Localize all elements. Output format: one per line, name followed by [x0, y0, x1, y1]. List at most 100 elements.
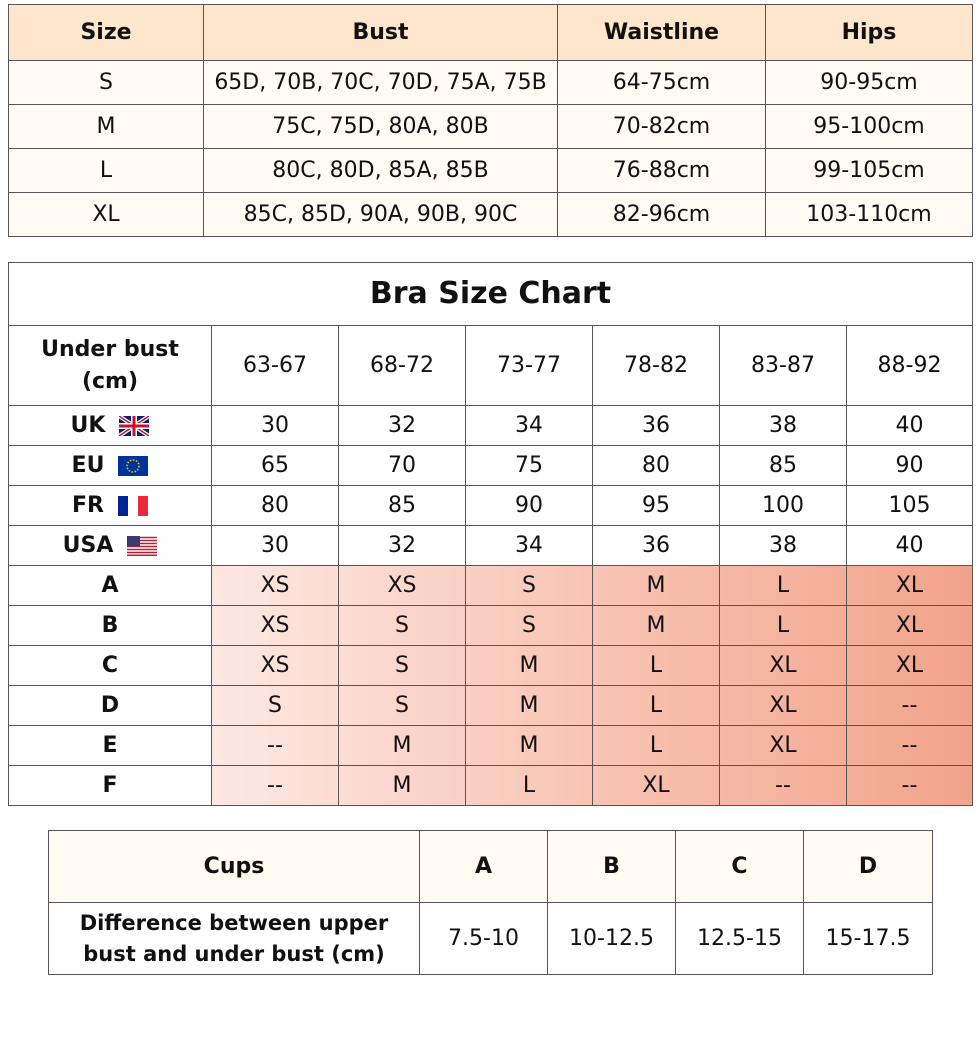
cell-text: -- [901, 692, 918, 718]
table-cell: -- [719, 765, 847, 806]
header-cell: B [547, 830, 676, 903]
cell-text: 85C, 85D, 90A, 90B, 90C [243, 201, 518, 227]
table-cell: 105 [846, 485, 973, 526]
cell-text: L [649, 732, 663, 758]
cell-text: 36 [642, 412, 670, 438]
cell-text: 95 [642, 492, 670, 518]
cell-text: 90 [895, 452, 924, 478]
cell-text: -- [267, 732, 283, 758]
cell-text: USA [62, 532, 114, 558]
table-cell: 95-100cm [765, 104, 973, 149]
cell-text: 7.5-10 [448, 925, 519, 951]
cell-text: 90 [515, 492, 543, 518]
cell-text: XL [642, 772, 670, 798]
header-cell: Size [8, 4, 204, 61]
cell-text: Cups [203, 853, 265, 879]
cell-text: M [646, 572, 666, 598]
cell-text: L [649, 692, 663, 718]
table-cell: S [338, 645, 466, 686]
flag-icon [127, 535, 158, 556]
table-cell: 80 [592, 445, 720, 486]
cell-text: 70-82cm [612, 113, 711, 139]
header-cell: Under bust (cm) [8, 325, 212, 406]
table-cell: XL [719, 725, 847, 766]
cell-text: 105 [888, 492, 931, 518]
cell-text: 80 [261, 492, 289, 518]
cell-text: 10-12.5 [569, 925, 654, 951]
flag-icon [119, 415, 150, 436]
table-cell: 38 [719, 405, 847, 446]
cell-text: 75 [515, 452, 543, 478]
table-cell: XL [846, 565, 973, 606]
cell-text: 103-110cm [806, 201, 932, 227]
table-cell: 90-95cm [765, 60, 973, 105]
cell-text: 80 [642, 452, 670, 478]
table-cell: M [465, 645, 593, 686]
cell-text: Bra Size Chart [369, 276, 612, 312]
cell-text: M [519, 692, 539, 718]
table-cell: 75C, 75D, 80A, 80B [203, 104, 558, 149]
table-cell: -- [211, 725, 339, 766]
table-cell: S [465, 565, 593, 606]
table-cell: 7.5-10 [419, 902, 548, 975]
header-cell: Cups [48, 830, 420, 903]
cell-text: 34 [515, 532, 543, 558]
table-cell: L [592, 685, 720, 726]
cell-text: S [99, 69, 113, 95]
table-cell: 64-75cm [557, 60, 766, 105]
table-cell: XL [719, 645, 847, 686]
row-label: F [8, 765, 212, 806]
cell-text: XL [769, 692, 797, 718]
cell-text: 38 [769, 412, 797, 438]
table-cell: M [465, 685, 593, 726]
cell-text: L [776, 612, 790, 638]
cell-text: 15-17.5 [825, 925, 911, 951]
table-cell: M [465, 725, 593, 766]
cell-text: M [392, 732, 412, 758]
table-cell: L [719, 565, 847, 606]
cell-text: XL [92, 201, 120, 227]
table-cell: 85 [338, 485, 466, 526]
cell-text: M [646, 612, 666, 638]
cell-text: XL [895, 572, 924, 598]
table-cell: 40 [846, 525, 973, 566]
cell-text: B [603, 853, 620, 879]
row-label: B [8, 605, 212, 646]
cell-text: 85 [769, 452, 797, 478]
row-label: C [8, 645, 212, 686]
table-cell: 90 [846, 445, 973, 486]
cell-text: 40 [895, 532, 924, 558]
table-cell: XS [211, 605, 339, 646]
cell-text: L [776, 572, 790, 598]
table-cell: XS [211, 645, 339, 686]
table-cell: 32 [338, 525, 466, 566]
cell-text: M [96, 113, 116, 139]
table-cell: S [465, 605, 593, 646]
table-cell: 85 [719, 445, 847, 486]
cell-text: XL [769, 732, 797, 758]
table-cell: -- [846, 725, 973, 766]
cell-text: 75C, 75D, 80A, 80B [272, 113, 489, 139]
header-cell: 73-77 [465, 325, 593, 406]
table-cell: M [338, 765, 466, 806]
header-cell: 68-72 [338, 325, 466, 406]
cell-text: 78-82 [624, 352, 688, 378]
cell-text: S [522, 572, 536, 598]
row-label: FR [8, 485, 212, 526]
table-cell: 32 [338, 405, 466, 446]
row-label: A [8, 565, 212, 606]
table-cell: 12.5-15 [675, 902, 804, 975]
table-cell: S [8, 60, 204, 105]
row-label: USA [8, 525, 212, 566]
row-label: EU [8, 445, 212, 486]
table-cell: 99-105cm [765, 148, 973, 193]
header-cell: D [803, 830, 933, 903]
table-cell: S [211, 685, 339, 726]
table-cell: L [592, 725, 720, 766]
cell-text: C [101, 652, 119, 678]
table-cell: -- [846, 765, 973, 806]
table-cell: M [592, 565, 720, 606]
cell-text: Size [80, 19, 132, 45]
table-cell: 70-82cm [557, 104, 766, 149]
